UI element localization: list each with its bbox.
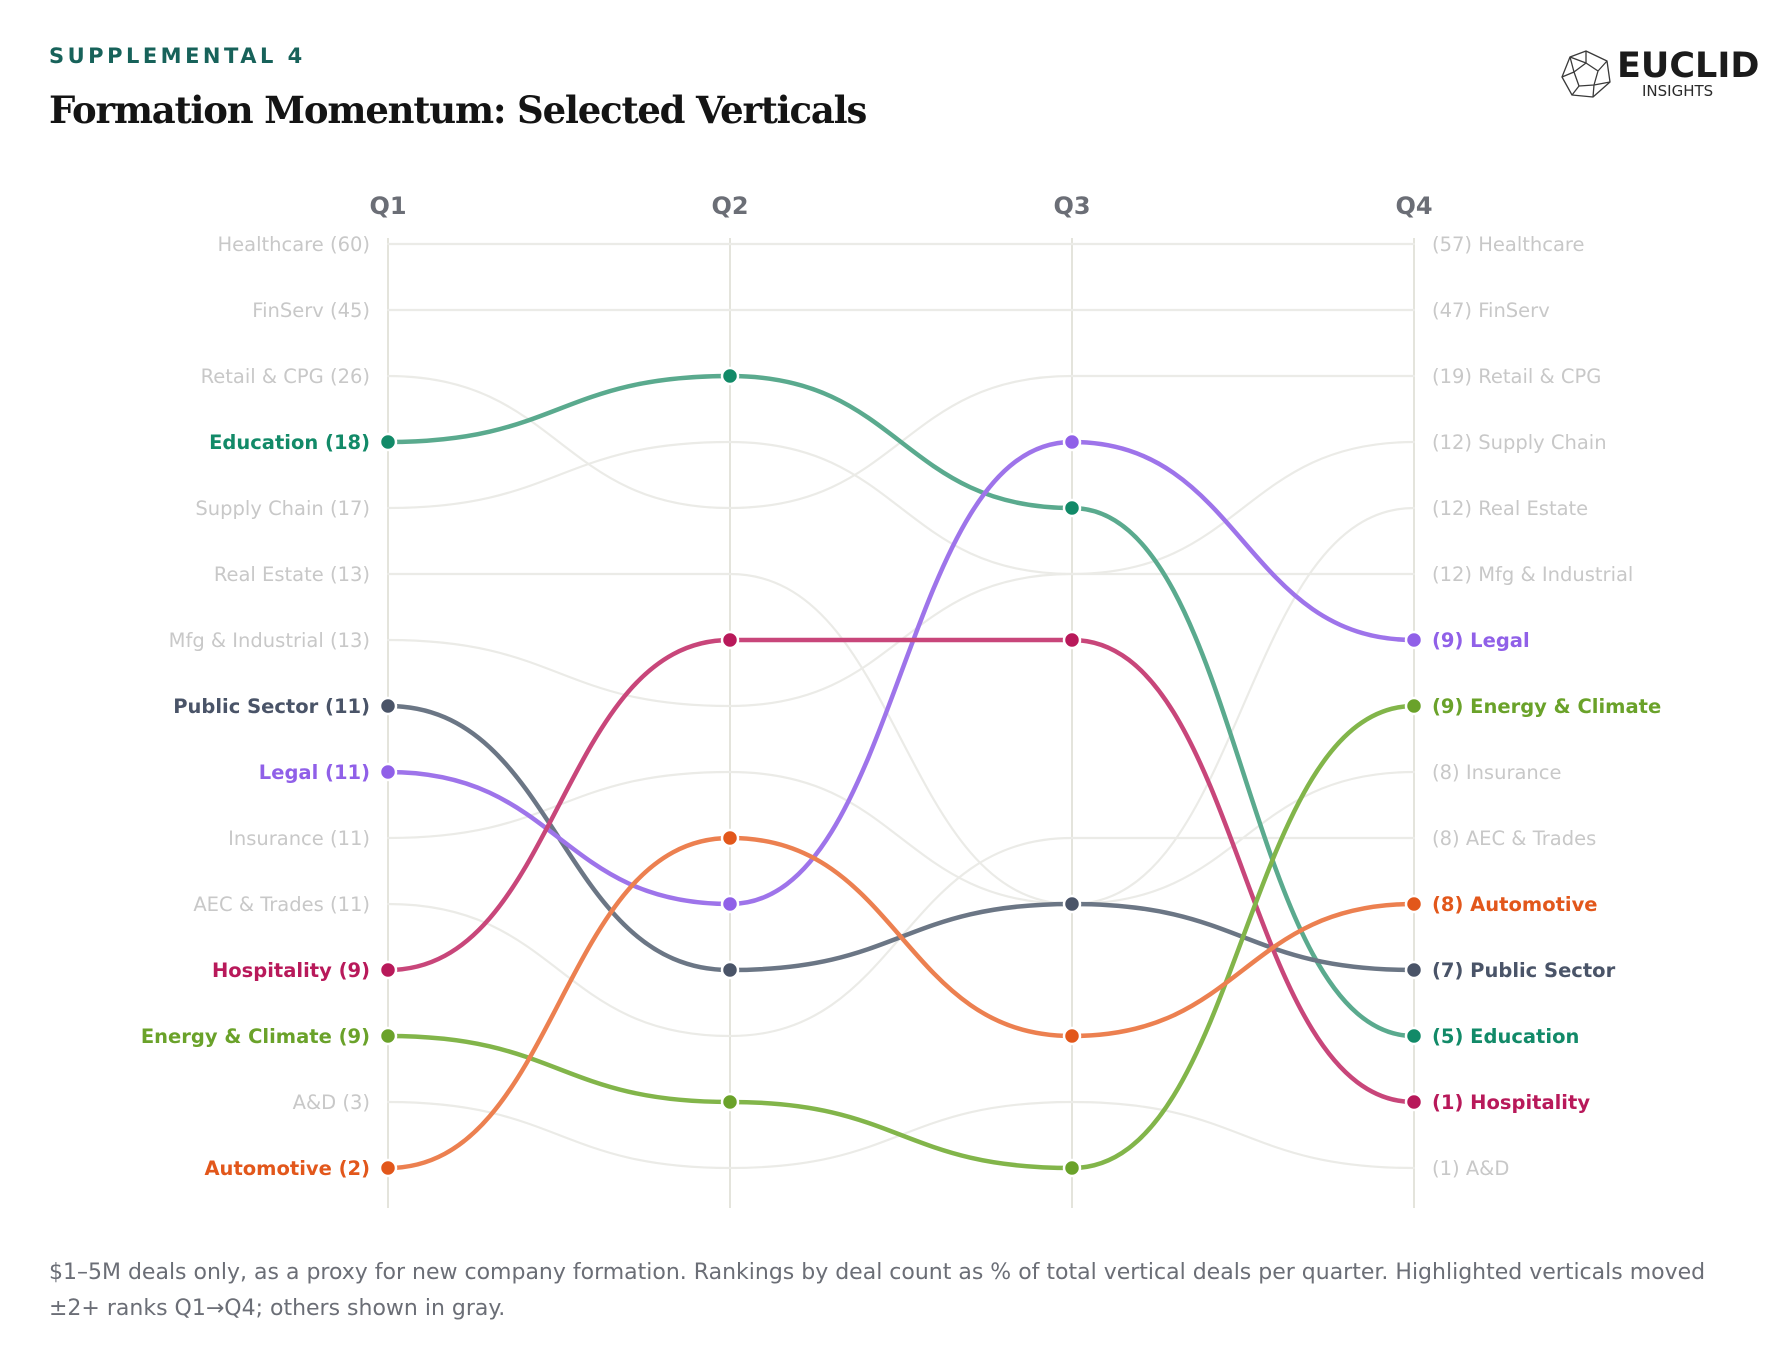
point-education-q3 xyxy=(1062,498,1082,518)
series-line-education xyxy=(385,373,1417,1039)
series-line-automotive xyxy=(385,835,1417,1171)
q4-label-energy-and-climate: (9) Energy & Climate xyxy=(1432,695,1661,718)
series-line-mfg-and-industrial xyxy=(386,572,1416,708)
point-automotive-q1 xyxy=(378,1158,398,1178)
q1-label-education: Education (18) xyxy=(209,431,370,454)
q1-label-finserv: FinServ (45) xyxy=(252,299,370,322)
highlight-series-lines xyxy=(385,373,1417,1171)
point-energy-and-climate-q4 xyxy=(1404,696,1424,716)
q1-label-legal: Legal (11) xyxy=(259,761,370,784)
point-automotive-q2 xyxy=(720,828,740,848)
point-public-sector-q2 xyxy=(720,960,740,980)
q1-label-public-sector: Public Sector (11) xyxy=(173,695,370,718)
q4-label-aec-and-trades: (8) AEC & Trades xyxy=(1432,827,1596,850)
logo-wordmark: EUCLID xyxy=(1617,46,1760,86)
q1-label-retail-and-cpg: Retail & CPG (26) xyxy=(201,365,370,388)
point-education-q2 xyxy=(720,366,740,386)
point-hospitality-q1 xyxy=(378,960,398,980)
q1-label-automotive: Automotive (2) xyxy=(204,1157,370,1180)
q4-label-legal: (9) Legal xyxy=(1432,629,1530,652)
chart-title: Formation Momentum: Selected Verticals xyxy=(49,88,867,132)
quarter-label-q3: Q3 xyxy=(1053,192,1090,220)
quarter-label-q2: Q2 xyxy=(711,192,748,220)
point-public-sector-q3 xyxy=(1062,894,1082,914)
point-education-q1 xyxy=(378,432,398,452)
point-hospitality-q3 xyxy=(1062,630,1082,650)
point-legal-q3 xyxy=(1062,432,1082,452)
series-line-public-sector xyxy=(385,703,1417,973)
q1-label-healthcare: Healthcare (60) xyxy=(217,233,370,256)
q4-label-public-sector: (7) Public Sector xyxy=(1432,959,1616,982)
footnote: $1–5M deals only, as a proxy for new com… xyxy=(49,1260,1706,1321)
series-labels: Healthcare (60) (57) Healthcare FinServ (4… xyxy=(141,233,1661,1180)
q4-label-aandd: (1) A&D xyxy=(1432,1157,1509,1180)
quarter-label-q1: Q1 xyxy=(369,192,406,220)
q4-label-real-estate: (12) Real Estate xyxy=(1432,497,1588,520)
series-line-aec-and-trades xyxy=(386,836,1416,1038)
point-hospitality-q4 xyxy=(1404,1092,1424,1112)
series-line-real-estate xyxy=(386,506,1416,906)
q1-label-real-estate: Real Estate (13) xyxy=(214,563,370,586)
point-education-q4 xyxy=(1404,1026,1424,1046)
point-automotive-q4 xyxy=(1404,894,1424,914)
series-line-legal xyxy=(385,439,1417,907)
point-public-sector-q1 xyxy=(378,696,398,716)
q1-label-aandd: A&D (3) xyxy=(293,1091,370,1114)
point-energy-and-climate-q3 xyxy=(1062,1158,1082,1178)
q1-label-energy-and-climate: Energy & Climate (9) xyxy=(141,1025,370,1048)
point-energy-and-climate-q2 xyxy=(720,1092,740,1112)
q4-label-mfg-and-industrial: (12) Mfg & Industrial xyxy=(1432,563,1633,586)
q4-label-hospitality: (1) Hospitality xyxy=(1432,1091,1590,1114)
q4-label-healthcare: (57) Healthcare xyxy=(1432,233,1585,256)
q4-label-insurance: (8) Insurance xyxy=(1432,761,1562,784)
polyhedron-icon xyxy=(1561,50,1611,98)
euclid-logo: EUCLID INSIGHTS xyxy=(1560,46,1760,104)
q4-label-automotive: (8) Automotive xyxy=(1432,893,1598,916)
q4-label-education: (5) Education xyxy=(1432,1025,1579,1048)
q1-label-hospitality: Hospitality (9) xyxy=(212,959,370,982)
point-hospitality-q2 xyxy=(720,630,740,650)
quarter-label-q4: Q4 xyxy=(1395,192,1432,220)
series-dots xyxy=(378,366,1424,1178)
gray-series-lines xyxy=(386,242,1416,1170)
q1-label-mfg-and-industrial: Mfg & Industrial (13) xyxy=(169,629,370,652)
series-line-insurance xyxy=(386,770,1416,906)
point-legal-q1 xyxy=(378,762,398,782)
series-line-retail-and-cpg xyxy=(386,374,1416,510)
series-line-supply-chain xyxy=(386,440,1416,576)
series-line-hospitality xyxy=(385,637,1417,1105)
point-legal-q2 xyxy=(720,894,740,914)
point-public-sector-q4 xyxy=(1404,960,1424,980)
series-line-energy-and-climate xyxy=(385,703,1417,1171)
bump-chart: Q1 Q2 Q3 Q4 Healthcare (60) (57) Healthcare F… xyxy=(141,192,1661,1208)
point-legal-q4 xyxy=(1404,630,1424,650)
point-automotive-q3 xyxy=(1062,1026,1082,1046)
point-energy-and-climate-q1 xyxy=(378,1026,398,1046)
q1-label-insurance: Insurance (11) xyxy=(228,827,370,850)
quarter-axes: Q1 Q2 Q3 Q4 xyxy=(369,192,1433,1208)
logo-subtitle: INSIGHTS xyxy=(1642,82,1714,100)
q4-label-finserv: (47) FinServ xyxy=(1432,299,1550,322)
q4-label-retail-and-cpg: (19) Retail & CPG xyxy=(1432,365,1601,388)
q4-label-supply-chain: (12) Supply Chain xyxy=(1432,431,1607,454)
q1-label-supply-chain: Supply Chain (17) xyxy=(195,497,370,520)
q1-label-aec-and-trades: AEC & Trades (11) xyxy=(193,893,370,916)
supplemental-label: SUPPLEMENTAL 4 xyxy=(49,44,306,68)
